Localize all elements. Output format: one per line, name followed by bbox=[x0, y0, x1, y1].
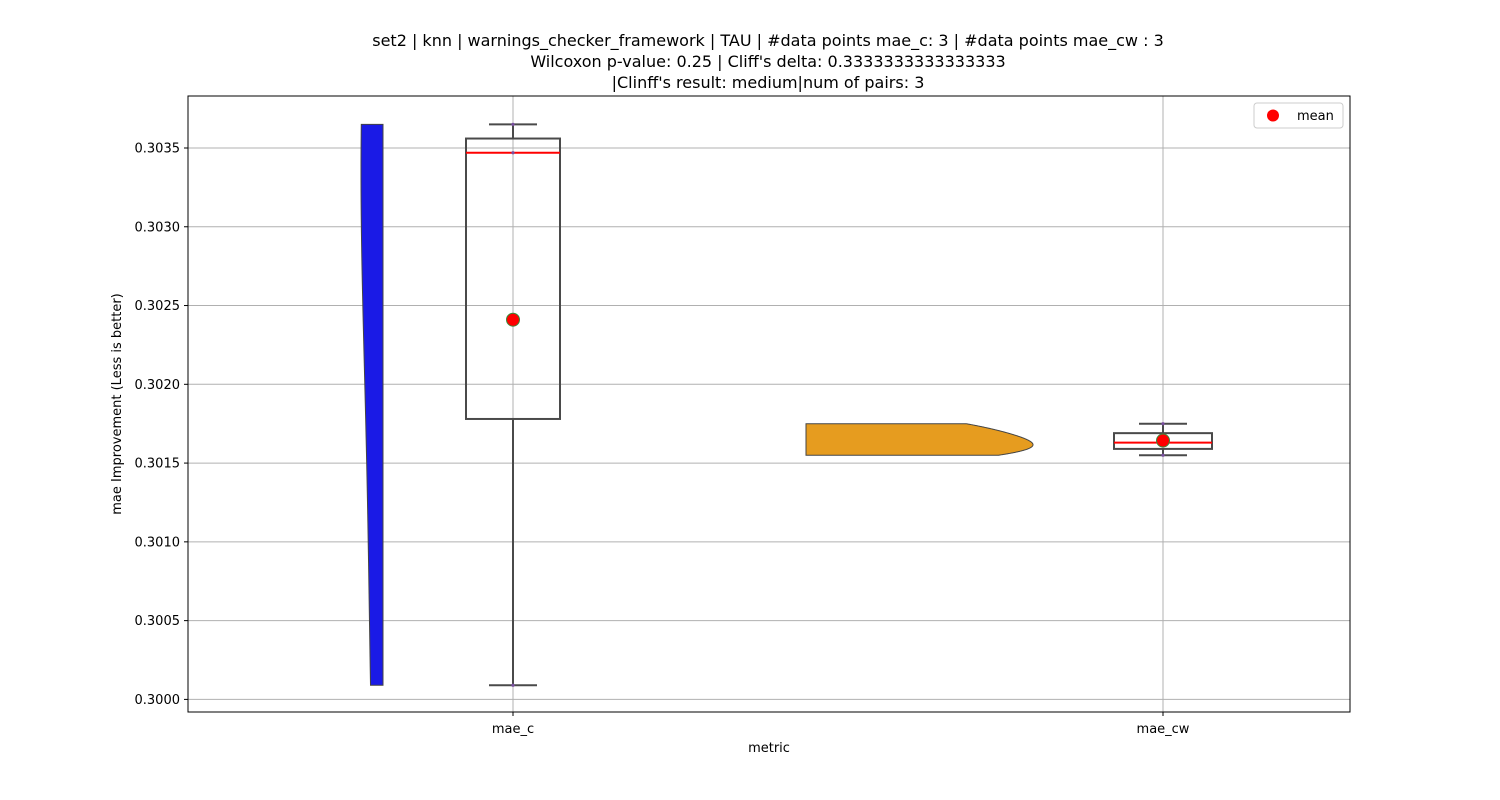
box-mae_cw bbox=[1113, 432, 1213, 450]
boxplots bbox=[465, 122, 1213, 687]
title-line-1: set2 | knn | warnings_checker_framework … bbox=[372, 31, 1164, 51]
x-axis-ticks: mae_c mae_cw bbox=[492, 712, 1190, 737]
data-point-mae_cw bbox=[1161, 422, 1165, 426]
title-line-3: |Clinff's result: medium|num of pairs: 3 bbox=[612, 73, 925, 92]
box-mae_c bbox=[465, 137, 561, 420]
y-tick-label: 0.3020 bbox=[135, 378, 181, 393]
y-tick-label: 0.3025 bbox=[135, 299, 181, 314]
data-point-mae_c bbox=[511, 683, 515, 687]
mean-marker-mae_c bbox=[506, 312, 520, 327]
legend-frame bbox=[1253, 102, 1344, 129]
y-tick-label: 0.3015 bbox=[135, 457, 181, 472]
y-tick-label: 0.3030 bbox=[135, 220, 181, 235]
y-tick-label: 0.3005 bbox=[135, 614, 181, 629]
y-axis-ticks: 0.3000 0.3005 0.3010 0.3015 0.3020 0.3025 0.30… bbox=[135, 141, 188, 708]
x-axis-label: metric bbox=[748, 741, 790, 756]
mean-marker-mae_cw bbox=[1156, 433, 1170, 448]
y-tick-label: 0.3035 bbox=[135, 141, 181, 156]
data-point-mae_c bbox=[511, 151, 515, 155]
x-tick-label: mae_c bbox=[492, 722, 534, 737]
data-point-mae_c bbox=[511, 122, 515, 126]
mean-markers bbox=[506, 312, 1170, 448]
y-tick-label: 0.3000 bbox=[135, 693, 181, 708]
chart-title: set2 | knn | warnings_checker_framework … bbox=[372, 31, 1164, 92]
legend-mean-marker bbox=[1267, 109, 1279, 122]
legend-mean-label: mean bbox=[1297, 109, 1334, 124]
y-tick-label: 0.3010 bbox=[135, 535, 181, 550]
x-tick-label: mae_cw bbox=[1137, 722, 1190, 737]
y-axis-label: mae Improvement (Less is better) bbox=[110, 293, 125, 514]
title-line-2: Wilcoxon p-value: 0.25 | Cliff's delta: … bbox=[530, 52, 1005, 71]
violins bbox=[360, 123, 1034, 686]
data-point-mae_cw bbox=[1161, 453, 1165, 457]
violin-mae_cw bbox=[805, 423, 1034, 456]
plot-area-frame bbox=[187, 95, 1351, 713]
violin-mae_c bbox=[360, 123, 384, 686]
legend: mean bbox=[1253, 102, 1344, 129]
